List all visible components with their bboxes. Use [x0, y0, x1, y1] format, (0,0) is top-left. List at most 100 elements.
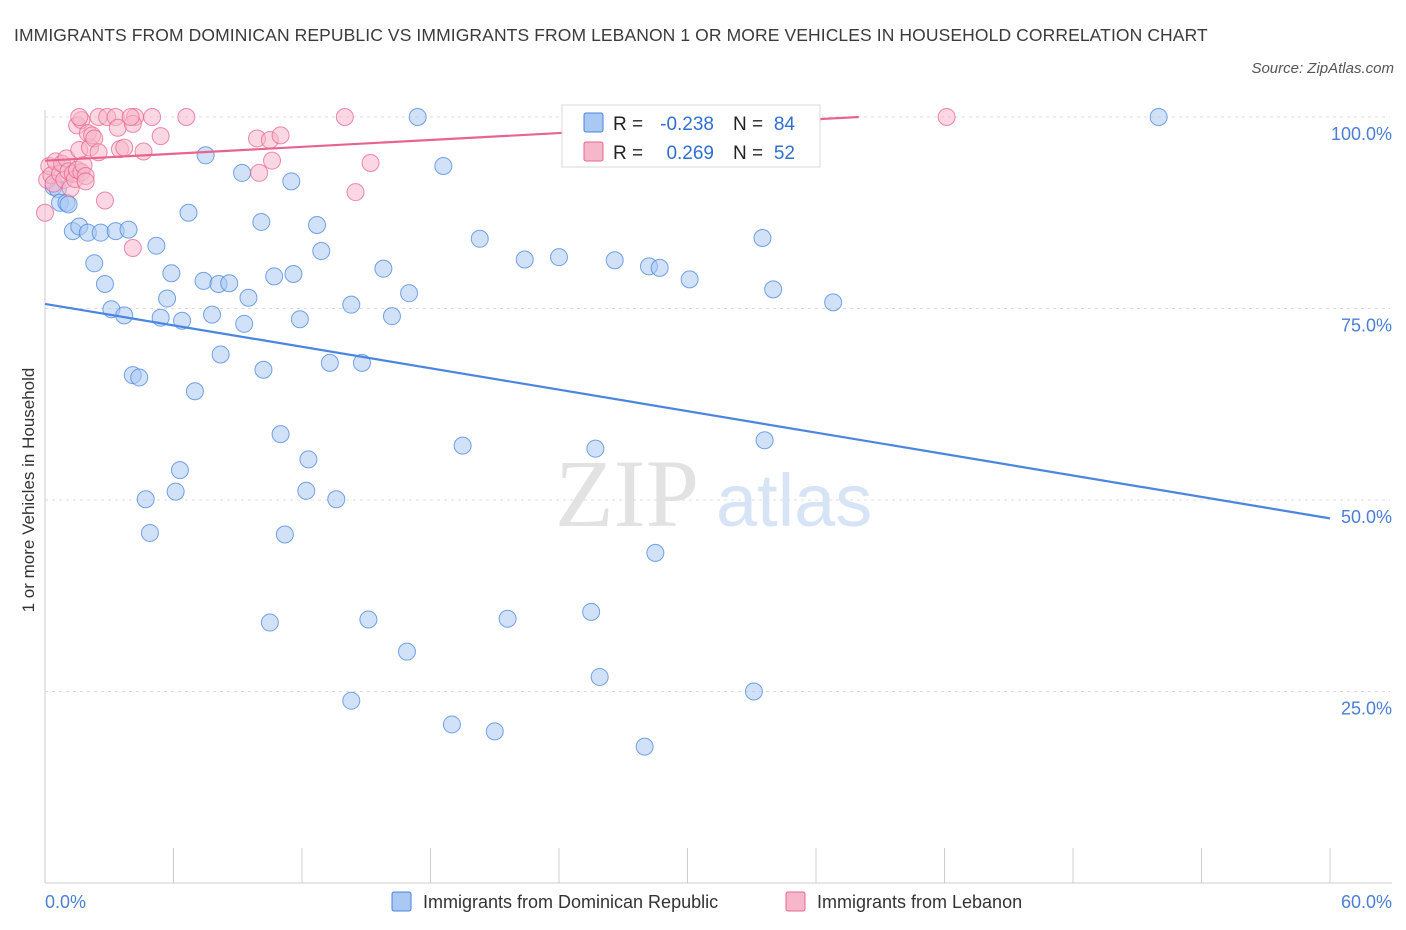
- point-dominican-republic-71: [646, 543, 665, 562]
- y-tick-label-2: 75.0%: [1341, 316, 1392, 336]
- point-dominican-republic-33: [307, 216, 326, 235]
- point-dominican-republic-70: [755, 431, 774, 450]
- point-dominican-republic-30: [282, 172, 301, 191]
- point-dominican-republic-65: [327, 490, 346, 509]
- point-dominican-republic-61: [297, 481, 316, 500]
- point-dominican-republic-76: [397, 642, 416, 661]
- point-dominican-republic-48: [753, 229, 772, 248]
- point-dominican-republic-78: [744, 682, 763, 701]
- point-dominican-republic-55: [211, 345, 230, 364]
- point-lebanon-33: [121, 108, 140, 126]
- point-dominican-republic-28: [252, 212, 271, 231]
- point-dominican-republic-26: [239, 288, 258, 307]
- point-dominican-republic-19: [179, 203, 198, 222]
- trend-line-dominican-republic: [44, 302, 1331, 520]
- point-dominican-republic-66: [140, 523, 159, 542]
- point-dominican-republic-75: [582, 602, 601, 621]
- point-dominican-republic-47: [680, 270, 699, 289]
- point-dominican-republic-81: [485, 722, 504, 741]
- point-dominican-republic-60: [299, 450, 318, 469]
- point-dominican-republic-63: [166, 482, 185, 501]
- point-lebanon-48: [123, 238, 142, 257]
- point-lebanon-47: [95, 191, 114, 210]
- point-dominican-republic-56: [254, 360, 273, 379]
- point-dominican-republic-20: [196, 146, 215, 165]
- point-dominican-republic-44: [605, 251, 624, 270]
- point-dominican-republic-42: [515, 250, 534, 269]
- y-tick-label-3: 100.0%: [1331, 124, 1392, 144]
- point-dominican-republic-39: [408, 108, 427, 126]
- point-lebanon-42: [250, 163, 269, 182]
- point-dominican-republic-68: [453, 436, 472, 455]
- watermark-zip: ZIP: [555, 440, 699, 547]
- point-dominican-republic-80: [442, 715, 461, 734]
- stats-n-label-pink: N =: [733, 143, 763, 164]
- point-lebanon-36: [151, 127, 170, 146]
- point-lebanon-51: [115, 138, 134, 157]
- point-dominican-republic-11: [95, 274, 114, 293]
- point-lebanon-22: [70, 108, 89, 126]
- stats-n-value-pink: 52: [774, 143, 795, 164]
- point-dominican-republic-49: [764, 280, 783, 299]
- point-dominican-republic-24: [203, 305, 222, 324]
- point-dominican-republic-16: [158, 289, 177, 308]
- stats-legend-box: [561, 104, 821, 168]
- point-dominican-republic-73: [359, 610, 378, 629]
- x-tick-label-max: 60.0%: [1341, 892, 1392, 912]
- y-tick-labels: 25.0% 50.0% 75.0% 100.0%: [1331, 124, 1392, 719]
- point-dominican-republic-51: [1149, 108, 1168, 126]
- point-lebanon-37: [177, 108, 196, 126]
- point-lebanon-39: [263, 151, 282, 170]
- stats-n-label-blue: N =: [733, 114, 763, 135]
- point-dominican-republic-41: [470, 229, 489, 248]
- point-dominican-republic-54: [185, 382, 204, 401]
- point-dominican-republic-7: [91, 223, 110, 242]
- point-dominican-republic-59: [271, 425, 290, 444]
- point-dominican-republic-37: [382, 307, 401, 326]
- point-dominican-republic-31: [284, 265, 303, 284]
- point-dominican-republic-15: [162, 264, 181, 283]
- data-points: [36, 108, 1168, 756]
- point-dominican-republic-43: [550, 248, 568, 267]
- point-dominican-republic-62: [170, 461, 189, 480]
- stats-r-label-pink: R =: [613, 143, 643, 164]
- point-dominican-republic-69: [586, 439, 605, 458]
- point-dominican-republic-14: [147, 236, 166, 255]
- stats-r-value-pink: 0.269: [666, 143, 714, 164]
- point-dominican-republic-57: [320, 353, 339, 372]
- watermark-atlas: atlas: [716, 459, 872, 542]
- point-dominican-republic-21: [194, 271, 213, 290]
- legend-swatch-lebanon: [785, 891, 806, 912]
- point-dominican-republic-77: [590, 667, 609, 686]
- point-dominican-republic-72: [260, 613, 279, 632]
- point-lebanon-46: [937, 108, 956, 126]
- point-dominican-republic-10: [85, 254, 104, 273]
- point-lebanon-45: [361, 153, 380, 172]
- source-label: Source: ZipAtlas.com: [1251, 60, 1394, 77]
- point-dominican-republic-53: [130, 368, 149, 387]
- point-dominican-republic-23: [220, 274, 239, 293]
- point-dominican-republic-58: [352, 353, 371, 372]
- point-dominican-republic-46: [650, 258, 669, 277]
- axes: [44, 110, 1392, 884]
- point-dominican-republic-32: [290, 310, 309, 329]
- stats-r-value-blue: -0.238: [660, 114, 714, 135]
- point-lebanon-44: [346, 183, 365, 202]
- stats-swatch-blue: [583, 112, 604, 133]
- point-dominican-republic-38: [400, 284, 419, 303]
- y-tick-label-0: 25.0%: [1341, 699, 1392, 719]
- point-lebanon-43: [335, 108, 354, 126]
- point-dominican-republic-25: [233, 163, 252, 182]
- stats-n-value-blue: 84: [774, 114, 796, 135]
- point-dominican-republic-40: [434, 157, 453, 176]
- point-dominican-republic-74: [498, 609, 517, 628]
- point-dominican-republic-34: [312, 242, 331, 261]
- point-dominican-republic-29: [265, 267, 284, 286]
- point-dominican-republic-79: [342, 691, 361, 710]
- point-lebanon-41: [271, 126, 290, 145]
- point-dominican-republic-27: [235, 314, 254, 333]
- point-lebanon-49: [76, 172, 95, 191]
- stats-swatch-pink: [583, 141, 604, 162]
- point-dominican-republic-36: [374, 259, 393, 278]
